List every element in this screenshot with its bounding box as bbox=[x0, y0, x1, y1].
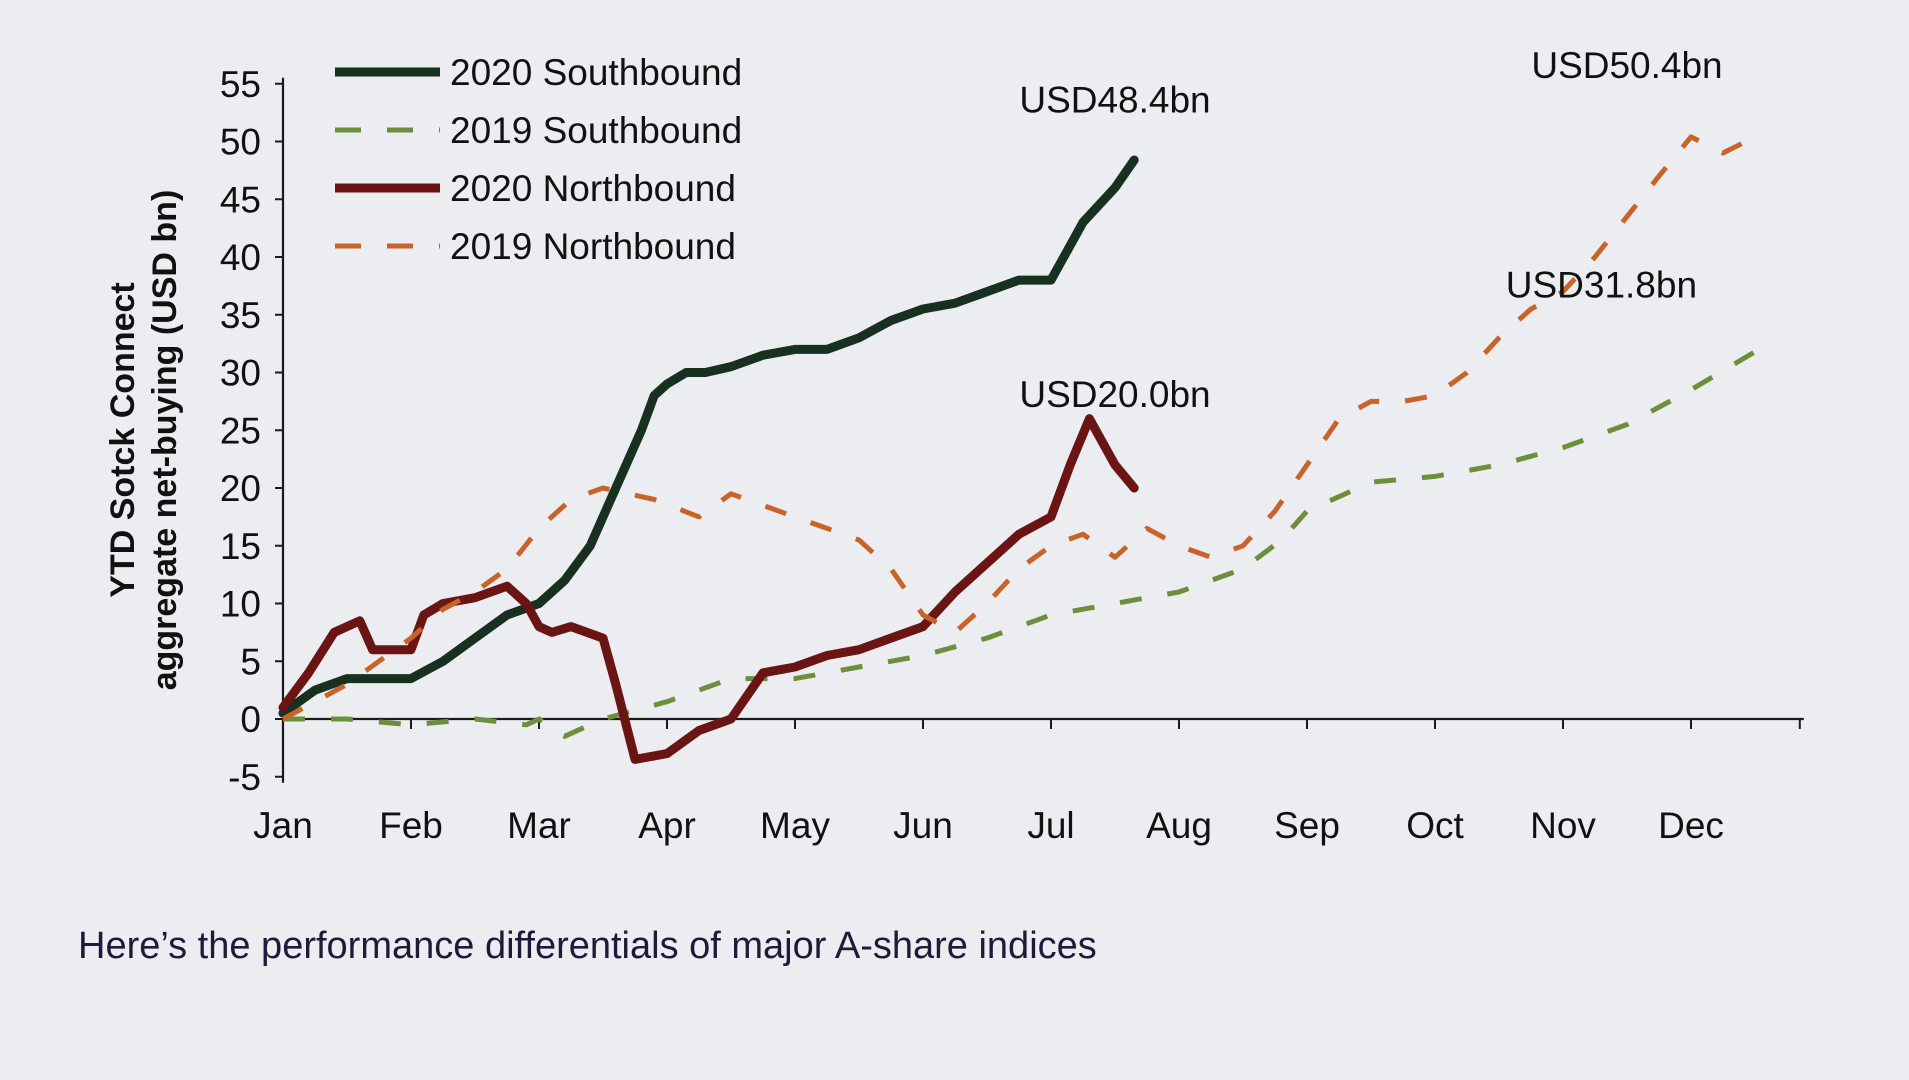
legend-label: 2019 Northbound bbox=[450, 226, 736, 267]
y-tick-label: 25 bbox=[220, 410, 261, 451]
y-tick-label: 40 bbox=[220, 237, 261, 278]
x-tick-label: Feb bbox=[379, 805, 443, 846]
x-tick-label: May bbox=[760, 805, 830, 846]
x-tick-label: Dec bbox=[1658, 805, 1724, 846]
legend-label: 2019 Southbound bbox=[450, 110, 742, 151]
y-tick-label: 30 bbox=[220, 353, 261, 394]
legend-label: 2020 Northbound bbox=[450, 168, 736, 209]
y-tick-label: 55 bbox=[220, 64, 261, 105]
y-tick-label: 20 bbox=[220, 468, 261, 509]
x-tick-label: Apr bbox=[638, 805, 696, 846]
y-tick-label: 50 bbox=[220, 122, 261, 163]
series-line-2019-southbound bbox=[283, 349, 1757, 739]
annotations: USD48.4bn USD50.4bn USD31.8bn USD20.0bn bbox=[1019, 45, 1722, 415]
x-tick-label: Jan bbox=[253, 805, 313, 846]
legend: 2020 Southbound 2019 Southbound 2020 North… bbox=[335, 52, 742, 267]
series-line-2020-southbound bbox=[278, 155, 1139, 718]
y-tick-label: 10 bbox=[220, 584, 261, 625]
x-tick-label: Aug bbox=[1146, 805, 1212, 846]
y-tick-label: -5 bbox=[228, 757, 261, 798]
x-tick-label: Jul bbox=[1027, 805, 1074, 846]
y-tick-label: 5 bbox=[240, 641, 261, 682]
value-annotation: USD50.4bn bbox=[1531, 45, 1722, 86]
value-annotation: USD48.4bn bbox=[1019, 80, 1210, 121]
x-tick-label: Sep bbox=[1274, 805, 1340, 846]
y-tick-label: 35 bbox=[220, 295, 261, 336]
y-tick-label: 15 bbox=[220, 526, 261, 567]
y-axis-title-line: aggregate net-buying (USD bn) bbox=[146, 190, 184, 691]
x-tick-label: Oct bbox=[1406, 805, 1464, 846]
figure-caption: Here’s the performance differentials of … bbox=[78, 925, 1097, 967]
value-annotation: USD20.0bn bbox=[1019, 374, 1210, 415]
y-axis-label: YTD Sotck Connect aggregate net-buying (U… bbox=[104, 190, 184, 691]
series-lines bbox=[278, 134, 1757, 764]
y-axis-title-line: YTD Sotck Connect bbox=[104, 282, 142, 597]
y-tick-label: 0 bbox=[240, 699, 261, 740]
x-tick-label: Mar bbox=[507, 805, 571, 846]
x-tick-label: Nov bbox=[1530, 805, 1596, 846]
y-tick-label: 45 bbox=[220, 179, 261, 220]
value-annotation: USD31.8bn bbox=[1506, 264, 1697, 305]
series-line-2020-northbound bbox=[278, 414, 1139, 764]
legend-label: 2020 Southbound bbox=[450, 52, 742, 93]
series-line-2019-northbound bbox=[281, 134, 1757, 722]
x-tick-label: Jun bbox=[893, 805, 953, 846]
